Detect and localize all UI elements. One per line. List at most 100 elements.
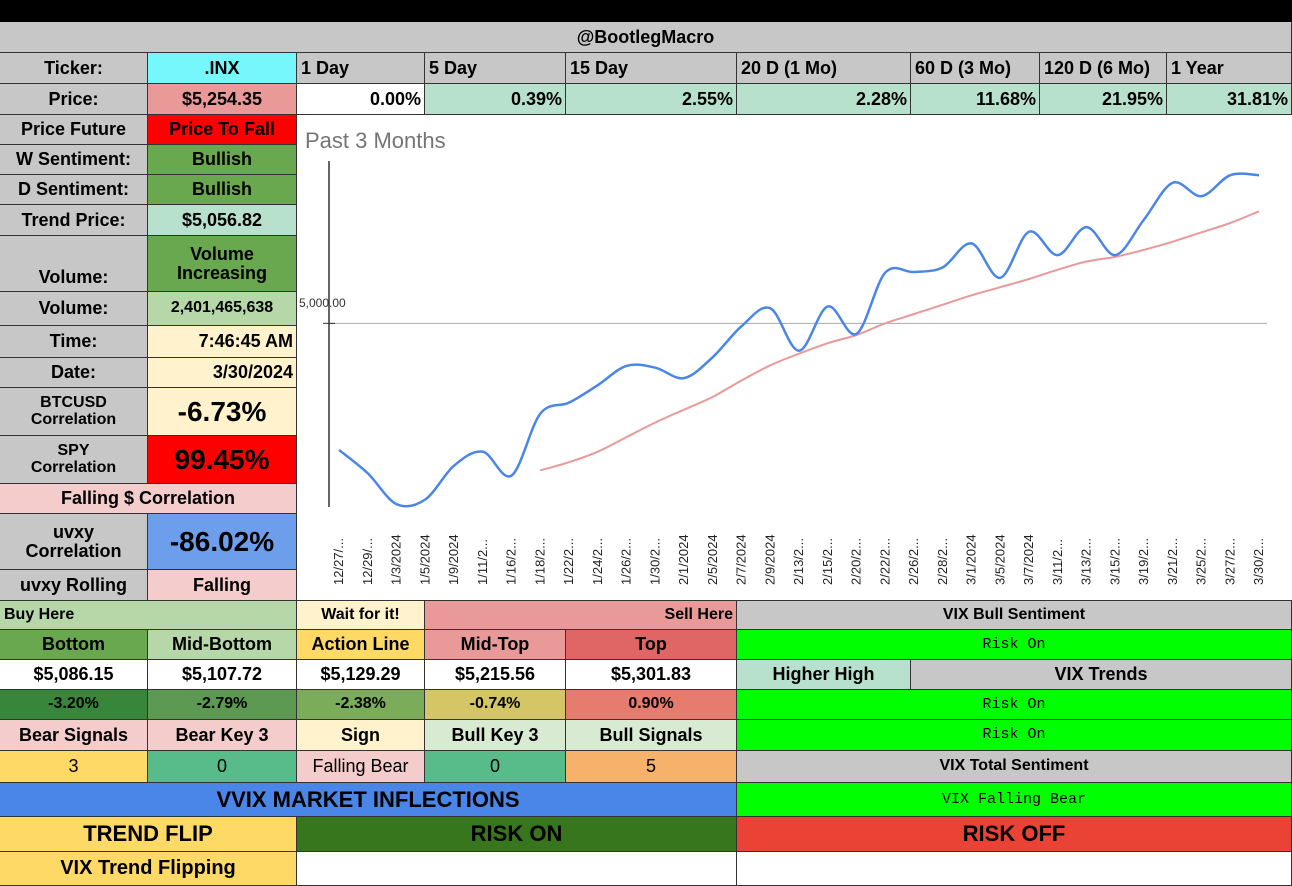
spy-correlation-value: 99.45% [148,436,297,484]
x-tick-label: 2/5/2024 [705,534,720,585]
spy-correlation-label: SPY Correlation [0,436,148,484]
x-tick-label: 2/13/2... [791,538,806,585]
x-tick-label: 3/13/2... [1079,538,1094,585]
x-tick-label: 3/11/2... [1050,539,1065,585]
volume-label: Volume: [0,292,148,326]
volume-status-label: Volume: [0,236,148,292]
x-tick-label: 2/7/2024 [734,534,749,585]
level-bottom-label: Bottom [0,630,148,660]
time-value: 7:46:45 AM [148,326,297,358]
vix-trends-label: VIX Trends [911,660,1292,690]
level-action-line-pct: -2.38% [297,690,425,720]
chart-svg: Past 3 Months 5,000.00 12/27/... 12/29/..… [299,128,1267,585]
volume-value: 2,401,465,638 [148,292,297,326]
bear-signals-value: 3 [0,751,148,783]
x-tick-label: 12/29/... [360,538,375,585]
risk-on: RISK ON [297,817,737,852]
x-tick-label: 2/20/2... [849,538,864,585]
x-tick-label: 1/3/2024 [389,534,404,585]
vix-risk-on-3: Risk On [737,720,1292,751]
series-line-price [338,172,1260,508]
uvxy-rolling-value: Falling [148,570,297,601]
x-tick-label: 1/24/2... [590,538,605,585]
price-value: $5,254.35 [148,84,297,115]
period-1-day: 1 Day [297,53,425,84]
btcusd-correlation-value: -6.73% [148,388,297,436]
chart-title: Past 3 Months [305,128,446,153]
wait-label: Wait for it! [297,601,425,630]
x-tick-label: 3/7/2024 [1021,534,1036,585]
change-60-day: 11.68% [911,84,1040,115]
buy-here-label: Buy Here [0,601,297,630]
bear-key-3-label: Bear Key 3 [148,720,297,751]
x-tick-label: 3/21/2... [1165,538,1180,585]
x-tick-label: 1/16/2... [504,538,519,585]
bull-key-3-label: Bull Key 3 [425,720,566,751]
level-top-price: $5,301.83 [566,660,737,690]
price-label: Price: [0,84,148,115]
sell-here-label: Sell Here [425,601,737,630]
ticker-label: Ticker: [0,53,148,84]
x-tick-label: 1/30/2... [647,538,662,585]
price-future-value: Price To Fall [148,115,297,145]
d-sentiment-value: Bullish [148,175,297,205]
x-tick-label: 1/11/2... [475,539,490,585]
bull-key-3-value: 0 [425,751,566,783]
empty-cell-2 [737,852,1292,886]
trend-price-value: $5,056.82 [148,205,297,236]
volume-status-value: Volume Increasing [148,236,297,292]
level-mid-top-label: Mid-Top [425,630,566,660]
level-mid-bottom-pct: -2.79% [148,690,297,720]
uvxy-rolling-label: uvxy Rolling [0,570,148,601]
x-tick-label: 3/27/2... [1222,538,1237,585]
header-title: @BootlegMacro [0,22,1292,53]
chart-series [338,172,1260,508]
vix-higher-high: Higher High [737,660,911,690]
w-sentiment-value: Bullish [148,145,297,175]
empty-cell-1 [297,852,737,886]
sign-label: Sign [297,720,425,751]
x-tick-label: 1/18/2... [532,538,547,585]
period-60-day: 60 D (3 Mo) [911,53,1040,84]
level-mid-bottom-price: $5,107.72 [148,660,297,690]
btcusd-correlation-label: BTCUSD Correlation [0,388,148,436]
vix-falling-bear: VIX Falling Bear [737,783,1292,817]
bear-signals-label: Bear Signals [0,720,148,751]
vix-risk-on-1: Risk On [737,630,1292,660]
x-tick-label: 3/25/2... [1194,538,1209,585]
level-mid-top-pct: -0.74% [425,690,566,720]
x-tick-label: 2/22/2... [877,538,892,585]
price-future-label: Price Future [0,115,148,145]
x-tick-label: 1/26/2... [619,538,634,585]
d-sentiment-label: D Sentiment: [0,175,148,205]
x-tick-label: 3/30/2... [1251,538,1266,585]
x-tick-label: 1/9/2024 [446,534,461,585]
vix-bull-sentiment-label: VIX Bull Sentiment [737,601,1292,630]
x-tick-label: 12/27/... [331,538,346,585]
level-bottom-pct: -3.20% [0,690,148,720]
period-120-day: 120 D (6 Mo) [1040,53,1167,84]
vvix-market-inflections: VVIX MARKET INFLECTIONS [0,783,737,817]
trend-flip: TREND FLIP [0,817,297,852]
change-1-year: 31.81% [1167,84,1292,115]
vix-trend-flipping: VIX Trend Flipping [0,852,297,886]
change-5-day: 0.39% [425,84,566,115]
chart-y-tick: 5,000.00 [299,296,346,310]
x-tick-label: 2/9/2024 [762,534,777,585]
price-chart: Past 3 Months 5,000.00 12/27/... 12/29/..… [297,115,1292,601]
bull-signals-label: Bull Signals [566,720,737,751]
level-action-line-price: $5,129.29 [297,660,425,690]
change-20-day: 2.28% [737,84,911,115]
period-20-day: 20 D (1 Mo) [737,53,911,84]
x-tick-label: 2/26/2... [906,538,921,585]
x-tick-label: 3/19/2... [1136,538,1151,585]
x-tick-label: 1/5/2024 [417,534,432,585]
date-label: Date: [0,358,148,388]
ticker-value[interactable]: .INX [148,53,297,84]
trend-price-label: Trend Price: [0,205,148,236]
bull-signals-value: 5 [566,751,737,783]
level-top-label: Top [566,630,737,660]
date-value: 3/30/2024 [148,358,297,388]
level-mid-bottom-label: Mid-Bottom [148,630,297,660]
x-tick-label: 3/1/2024 [964,534,979,585]
